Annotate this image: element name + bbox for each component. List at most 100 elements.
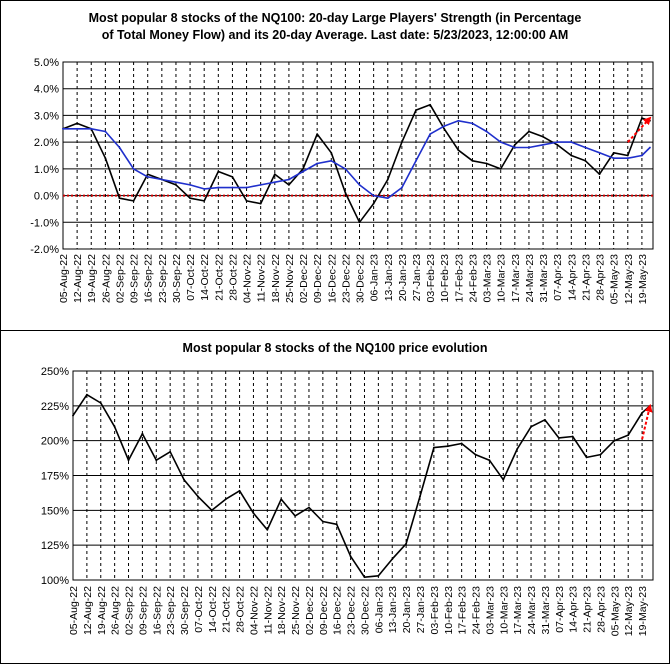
- data-point-price: [349, 555, 352, 558]
- x-tick-label: 24-Mar-23: [524, 254, 536, 303]
- x-tick-label: 07-Apr-23: [554, 586, 566, 633]
- data-point-strength: [316, 133, 319, 136]
- data-point-price: [585, 456, 588, 459]
- x-tick-label: 19-Aug-22: [96, 586, 108, 635]
- data-point-average: [118, 146, 121, 149]
- data-point-strength: [217, 170, 220, 173]
- x-tick-label: 23-Dec-22: [340, 254, 352, 303]
- x-tick-label: 03-Feb-23: [425, 254, 437, 303]
- data-point-strength: [302, 167, 304, 170]
- x-tick-label: 13-Jan-23: [387, 586, 399, 633]
- x-tick-label: 05-May-23: [609, 254, 621, 304]
- x-tick-label: 16-Sep-22: [143, 254, 155, 303]
- data-point-price: [210, 509, 213, 512]
- x-tick-label: 20-Jan-23: [397, 254, 409, 301]
- x-tick-label: 10-Mar-23: [496, 254, 508, 303]
- x-tick-label: 07-Oct-22: [185, 254, 197, 301]
- data-point-average: [90, 127, 93, 130]
- y-tick-label: 0.0%: [34, 191, 59, 203]
- data-point-strength: [556, 143, 559, 146]
- chart-panel-1: -2.0% -1.0% 0.0% 1.0% 2.0% 3.0% 4.0% 5.0% 05-Aug…: [30, 11, 654, 304]
- chart-title: Most popular 8 stocks of the NQ100 price…: [183, 341, 488, 355]
- trend-arrow: [641, 403, 653, 440]
- x-tick-label: 07-Oct-22: [193, 586, 205, 633]
- data-point-strength: [499, 167, 502, 170]
- x-tick-label: 25-Nov-22: [284, 254, 296, 303]
- x-tick-label: 30-Dec-22: [355, 254, 367, 303]
- x-tick-label: 02-Sep-22: [114, 254, 126, 303]
- y-tick-label: 150%: [41, 505, 69, 517]
- data-point-strength: [189, 197, 191, 200]
- data-point-strength: [471, 159, 474, 162]
- data-point-price: [294, 515, 296, 517]
- y-tick-label: 200%: [41, 436, 69, 448]
- chart-title-line-2: of Total Money Flow) and its 20-day Aver…: [102, 28, 569, 42]
- data-point-price: [599, 453, 602, 456]
- data-point-average: [429, 133, 432, 136]
- data-point-price: [544, 418, 546, 421]
- data-point-price: [474, 453, 477, 456]
- y-tick-label: 175%: [41, 471, 69, 483]
- x-tick-label: 20-Jan-23: [401, 586, 413, 633]
- data-point-average: [443, 125, 446, 128]
- x-tick-label: 26-Aug-22: [100, 254, 112, 303]
- data-point-strength: [528, 130, 530, 133]
- data-point-price: [446, 445, 449, 448]
- data-point-strength: [118, 197, 121, 200]
- data-point-average: [471, 122, 474, 125]
- x-tick-label: 31-Mar-23: [538, 254, 550, 303]
- data-point-price: [377, 574, 380, 577]
- x-tick-label: 03-Mar-23: [484, 586, 496, 635]
- x-tick-label: 09-Sep-22: [137, 586, 149, 635]
- x-tick-label: 14-Apr-23: [568, 586, 580, 633]
- data-point-average: [288, 178, 290, 181]
- x-tick-label: 25-Nov-22: [290, 586, 302, 635]
- data-point-average: [62, 127, 64, 130]
- x-tick-label: 23-Sep-22: [157, 254, 169, 303]
- data-point-average: [358, 183, 361, 186]
- x-tick-label: 05-Aug-22: [58, 254, 70, 303]
- data-point-strength: [104, 157, 107, 160]
- data-point-strength: [513, 143, 516, 146]
- x-tick-label: 03-Mar-23: [482, 254, 494, 303]
- x-tick-label: 28-Oct-22: [227, 254, 239, 301]
- x-tick-label: 12-Aug-22: [72, 254, 84, 303]
- data-point-price: [405, 542, 408, 545]
- data-point-price: [641, 411, 643, 414]
- data-point-price: [266, 528, 269, 531]
- data-point-strength: [386, 178, 389, 181]
- data-point-price: [335, 523, 338, 526]
- data-point-price: [460, 442, 463, 445]
- data-point-price: [169, 450, 172, 453]
- x-tick-label: 16-Sep-22: [151, 586, 163, 635]
- data-point-strength: [415, 109, 417, 111]
- data-point-average: [513, 146, 516, 149]
- x-tick-label: 19-May-23: [637, 586, 649, 636]
- data-point-average: [570, 141, 573, 144]
- data-point-strength: [598, 173, 601, 176]
- x-tick-label: 12-May-23: [623, 254, 635, 304]
- data-point-price: [113, 425, 116, 428]
- data-point-strength: [485, 162, 488, 165]
- data-point-price: [252, 512, 255, 515]
- data-point-price: [141, 432, 144, 435]
- y-tick-label: 100%: [41, 575, 69, 587]
- data-point-price: [391, 558, 394, 560]
- data-point-average: [316, 162, 319, 165]
- data-point-average: [485, 130, 488, 133]
- data-point-average: [598, 151, 601, 154]
- data-point-average: [330, 159, 333, 162]
- data-point-price: [72, 414, 74, 417]
- x-tick-label: 24-Mar-23: [526, 586, 538, 635]
- x-tick-label: 17-Feb-23: [457, 586, 469, 635]
- data-point-strength: [175, 183, 177, 186]
- data-point-average: [132, 167, 135, 170]
- x-tick-label: 14-Oct-22: [207, 586, 219, 633]
- data-point-price: [280, 498, 283, 501]
- data-point-price: [85, 393, 88, 396]
- x-tick-label: 18-Nov-22: [276, 586, 288, 635]
- data-point-strength: [641, 117, 643, 119]
- x-tick-label: 07-Apr-23: [552, 254, 564, 301]
